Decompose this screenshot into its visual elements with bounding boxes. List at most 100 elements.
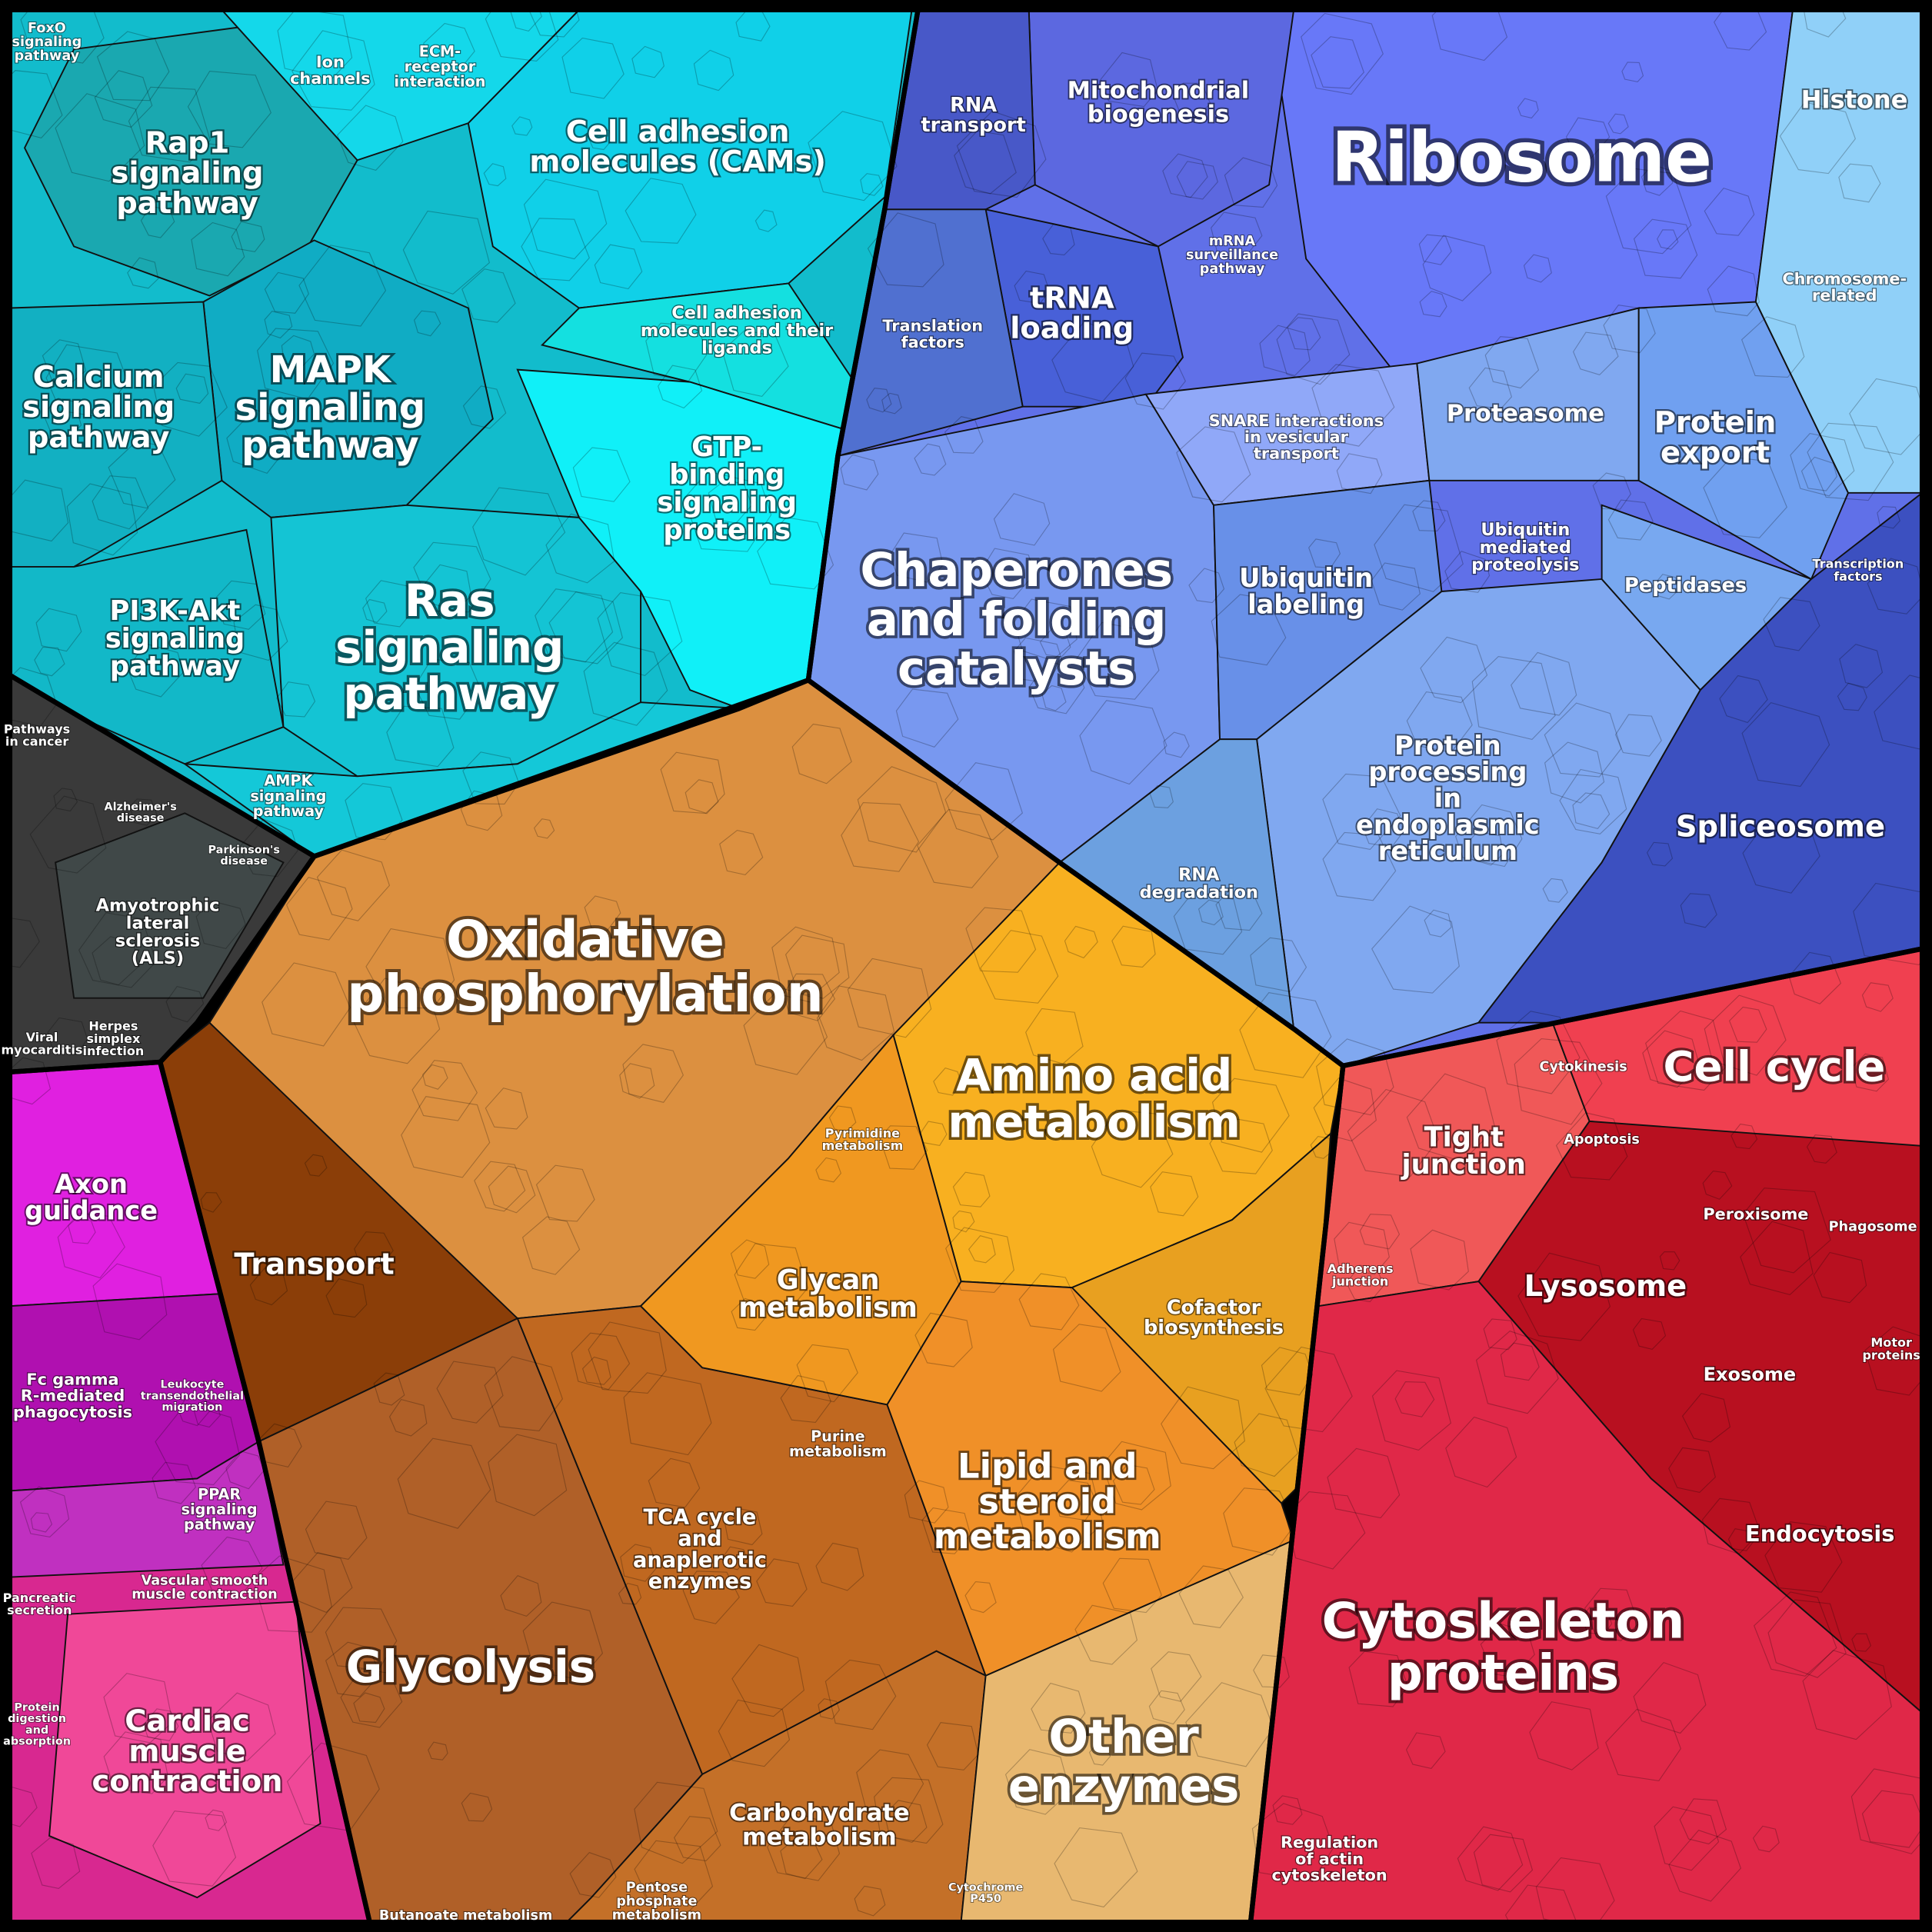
cell (1014, 637, 1063, 684)
region-label: Protein export (1654, 405, 1777, 470)
cell (1088, 1744, 1111, 1766)
label-line: absorption (3, 1736, 71, 1748)
label-line: Cytoskeleton (1322, 1593, 1685, 1650)
cell (561, 37, 625, 99)
cell (1178, 1565, 1244, 1629)
label-line: Axon (55, 1169, 128, 1199)
cell (1679, 1798, 1727, 1845)
region-label: mRNA surveillance pathway (1186, 234, 1278, 277)
region-label: Regulation of actin cytoskeleton (1271, 1834, 1387, 1884)
label-line: Parkinson's (208, 844, 280, 856)
label-line: catalysts (898, 641, 1135, 695)
cell (354, 1231, 394, 1270)
label-line: pathway (15, 48, 80, 64)
label-line: Proteasome (1447, 400, 1604, 427)
region (202, 239, 494, 518)
cell (1161, 1386, 1245, 1470)
cell (30, 1512, 53, 1533)
cell (1484, 336, 1540, 389)
cell (1076, 621, 1160, 700)
cell (103, 1731, 168, 1794)
region-label: Leukocyte transendothelial migration (141, 1379, 244, 1414)
cell (31, 1837, 81, 1890)
label-line: Protein (14, 1701, 59, 1714)
cell (1707, 265, 1760, 317)
cell (1410, 1229, 1469, 1291)
region-label: FoxO signaling pathway (12, 21, 82, 64)
label-line: Adherens (1327, 1261, 1394, 1276)
label-line: Ubiquitin (1239, 562, 1373, 592)
cell (1313, 1078, 1377, 1142)
cell (1431, 0, 1508, 62)
cell (623, 1372, 712, 1456)
cell (618, 1582, 642, 1605)
cell (1052, 1324, 1121, 1392)
cell (411, 1060, 478, 1121)
cell (944, 762, 1024, 841)
cell (45, 344, 128, 418)
label-line: RNA (950, 94, 997, 117)
label-line: sclerosis (115, 931, 200, 951)
cell (682, 1571, 740, 1624)
cell (316, 849, 391, 921)
cell (1839, 644, 1884, 688)
region-label: tRNA loading (1010, 281, 1134, 345)
cell (660, 751, 725, 814)
label-line: factors (901, 333, 964, 351)
cell (731, 1297, 765, 1331)
cell (980, 548, 1035, 600)
label-line: FoxO (28, 21, 66, 36)
cell (353, 1692, 385, 1724)
cell (1703, 456, 1787, 538)
cell (1223, 1487, 1296, 1556)
cell (926, 1722, 979, 1770)
cell (1173, 891, 1243, 955)
cell (1542, 878, 1568, 903)
cell (1264, 1346, 1353, 1433)
cell (1849, 378, 1929, 455)
label-line: metabolism (789, 1442, 887, 1460)
cell (522, 1601, 604, 1681)
label-line: and (25, 1724, 48, 1737)
cell (1311, 36, 1364, 89)
cell (784, 934, 850, 999)
cell (20, 0, 105, 64)
label-line: Calcium (33, 359, 165, 394)
cell (1654, 1806, 1720, 1871)
label-line: biogenesis (1088, 101, 1229, 128)
region-label: Cardiac muscle contraction (92, 1704, 283, 1798)
cell (1261, 1347, 1314, 1396)
label-line: Alzheimer's (104, 801, 176, 813)
region-label: Ion channels (290, 53, 370, 88)
label-line: pathway (343, 668, 556, 720)
cell (1419, 291, 1447, 318)
cell (0, 916, 40, 968)
cell (954, 130, 1017, 195)
cell (1102, 1557, 1162, 1614)
cell (952, 1171, 991, 1208)
cell (521, 218, 590, 281)
cell (1607, 499, 1654, 541)
cell (1867, 558, 1925, 615)
cell (29, 795, 107, 874)
cell (351, 978, 441, 1064)
label-line: Amino acid (956, 1048, 1232, 1101)
cell (92, 1263, 168, 1341)
label-line: Purine (811, 1427, 865, 1444)
cell (1633, 218, 1698, 279)
region-label: Ras signaling pathway (335, 575, 564, 720)
label-line: Motor (1870, 1335, 1912, 1350)
region-label: Fc gamma R-mediated phagocytosis (13, 1370, 132, 1421)
label-line: related (1812, 286, 1877, 305)
region-label: Pathways in cancer (4, 721, 70, 748)
cell (904, 1480, 949, 1524)
cell (291, 30, 375, 111)
cell (719, 830, 764, 876)
cell (535, 588, 614, 663)
cell (1253, 1654, 1290, 1688)
label-line: Mitochondrial (1068, 77, 1250, 104)
cell (857, 766, 947, 853)
region-label: Protein digestion and absorption (3, 1701, 71, 1747)
cell (622, 1044, 684, 1103)
cell (1176, 161, 1218, 200)
